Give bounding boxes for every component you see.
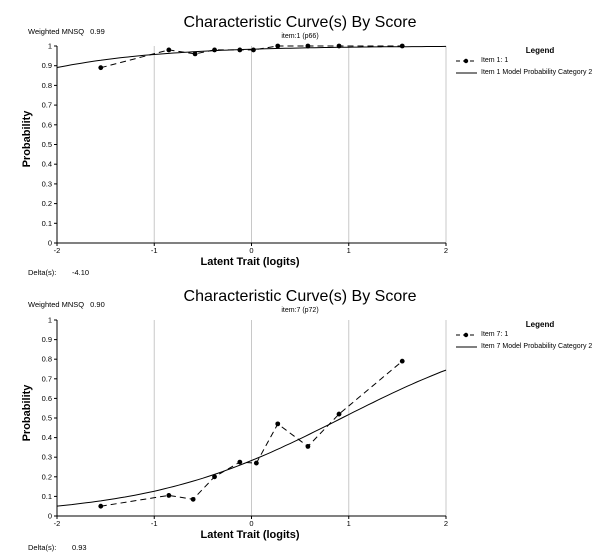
y-tick-label: 1 bbox=[48, 316, 52, 325]
legend-item-model: Item 7 Model Probability Category 2 bbox=[455, 341, 595, 353]
x-tick-label: 1 bbox=[347, 519, 351, 528]
y-tick-label: 0.8 bbox=[42, 81, 52, 90]
observed-point bbox=[305, 444, 311, 449]
x-tick-label: -2 bbox=[54, 246, 61, 255]
legend-label: Item 1 Model Probability Category 2 bbox=[481, 69, 593, 76]
legend-title: Legend bbox=[525, 320, 555, 329]
x-tick-label: 0 bbox=[249, 519, 253, 528]
chart-subtitle: item:1 (p66) bbox=[281, 33, 319, 40]
observed-point bbox=[212, 47, 217, 53]
weighted-mnsq-value: 0.90 bbox=[90, 300, 105, 309]
observed-point bbox=[212, 474, 217, 480]
y-tick-label: 0.4 bbox=[42, 433, 52, 442]
observed-point bbox=[192, 51, 198, 57]
x-tick-label: 2 bbox=[444, 519, 448, 528]
legend: Legend Item 1: 1 Item 1 Model Probabilit… bbox=[455, 46, 595, 79]
x-tick-label: 1 bbox=[347, 246, 351, 255]
legend-swatch-dashed-marker bbox=[456, 332, 477, 338]
legend-label: Item 7: 1 bbox=[481, 331, 509, 338]
observed-series-line bbox=[100, 45, 403, 69]
x-tick-label: 2 bbox=[444, 246, 448, 255]
y-tick-label: 0.1 bbox=[42, 219, 52, 228]
chart-panel-item-7: Characteristic Curve(s) By Score item:7 … bbox=[0, 280, 600, 560]
y-tick-label: 0.3 bbox=[42, 453, 52, 462]
model-probability-curve bbox=[56, 369, 447, 507]
weighted-mnsq-label: Weighted MNSQ bbox=[28, 300, 85, 309]
chart-title: Characteristic Curve(s) By Score bbox=[183, 14, 417, 31]
legend-swatch-solid bbox=[456, 72, 477, 74]
x-tick-label: -1 bbox=[151, 519, 158, 528]
legend-label: Item 1: 1 bbox=[481, 57, 509, 64]
observed-point bbox=[237, 459, 243, 465]
delta-readout: Delta(s): 0.93 bbox=[28, 543, 87, 552]
legend-swatch-dashed-marker bbox=[456, 58, 477, 64]
y-tick-label: 0 bbox=[48, 512, 52, 521]
observed-point bbox=[98, 503, 104, 509]
x-tick-label: 0 bbox=[249, 246, 253, 255]
y-tick-label: 0.6 bbox=[42, 394, 52, 403]
delta-readout: Delta(s): -4.10 bbox=[28, 268, 89, 277]
weighted-mnsq-value: 0.99 bbox=[90, 27, 105, 36]
observed-point bbox=[98, 65, 104, 71]
weighted-mnsq-label: Weighted MNSQ bbox=[28, 27, 85, 36]
y-tick-label: 0.5 bbox=[42, 140, 52, 149]
chart-title: Characteristic Curve(s) By Score bbox=[183, 288, 417, 305]
legend-swatch-solid bbox=[456, 346, 477, 348]
delta-label: Delta(s): bbox=[28, 268, 57, 277]
weighted-mnsq: Weighted MNSQ 0.99 bbox=[28, 27, 105, 36]
legend-title: Legend bbox=[525, 46, 555, 55]
observed-point bbox=[399, 358, 405, 364]
plot-area: 0 0.1 0.2 0.3 0.4 0.5 0.6 0.7 0.8 0.9 1 -2 -1 0 1 2 bbox=[42, 316, 449, 529]
y-tick-label: 0.3 bbox=[42, 179, 52, 188]
observed-point bbox=[253, 460, 259, 466]
y-tick-label: 0 bbox=[48, 239, 52, 248]
plot-area: 0 0.1 0.2 0.3 0.4 0.5 0.6 0.7 0.8 0.9 1 -2 -1 0 1 2 bbox=[42, 42, 449, 256]
weighted-mnsq: Weighted MNSQ 0.90 bbox=[28, 300, 105, 309]
observed-point bbox=[336, 411, 342, 417]
x-tick-label: -2 bbox=[54, 519, 61, 528]
y-axis-label: Probability bbox=[21, 110, 33, 168]
y-tick-label: 1 bbox=[48, 42, 52, 51]
y-tick-label: 0.6 bbox=[42, 120, 52, 129]
legend: Legend Item 7: 1 Item 7 Model Probabilit… bbox=[455, 320, 595, 353]
y-tick-label: 0.5 bbox=[42, 414, 52, 423]
y-tick-label: 0.9 bbox=[42, 335, 52, 344]
y-tick-label: 0.2 bbox=[42, 199, 52, 208]
y-tick-label: 0.4 bbox=[42, 160, 52, 169]
y-tick-label: 0.1 bbox=[42, 492, 52, 501]
legend-item-observed: Item 7: 1 bbox=[455, 329, 595, 341]
observed-point bbox=[190, 496, 196, 502]
chart-subtitle: item:7 (p72) bbox=[281, 307, 319, 314]
delta-value: -4.10 bbox=[72, 268, 90, 277]
legend-item-observed: Item 1: 1 bbox=[455, 55, 595, 67]
y-tick-label: 0.7 bbox=[42, 101, 52, 110]
x-axis-label: Latent Trait (logits) bbox=[200, 256, 300, 268]
observed-point bbox=[237, 47, 243, 53]
observed-point bbox=[305, 43, 311, 49]
observed-point bbox=[275, 43, 281, 49]
x-axis-label: Latent Trait (logits) bbox=[200, 529, 300, 541]
legend-item-model: Item 1 Model Probability Category 2 bbox=[455, 67, 595, 79]
y-tick-label: 0.2 bbox=[42, 472, 52, 481]
delta-value: 0.93 bbox=[72, 543, 87, 552]
y-axis-label: Probability bbox=[21, 384, 33, 442]
observed-point bbox=[166, 47, 172, 53]
observed-point bbox=[251, 47, 256, 53]
chart-panel-item-1: Characteristic Curve(s) By Score item:1 … bbox=[21, 14, 595, 277]
observed-point bbox=[336, 43, 342, 49]
y-tick-label: 0.7 bbox=[42, 374, 52, 383]
legend-label: Item 7 Model Probability Category 2 bbox=[481, 343, 593, 350]
delta-label: Delta(s): bbox=[28, 543, 57, 552]
y-tick-label: 0.8 bbox=[42, 355, 52, 364]
observed-point bbox=[275, 421, 281, 427]
y-tick-label: 0.9 bbox=[42, 61, 52, 70]
observed-point bbox=[166, 493, 172, 498]
observed-series-line bbox=[100, 360, 403, 507]
observed-point bbox=[399, 43, 405, 49]
x-tick-label: -1 bbox=[151, 246, 158, 255]
